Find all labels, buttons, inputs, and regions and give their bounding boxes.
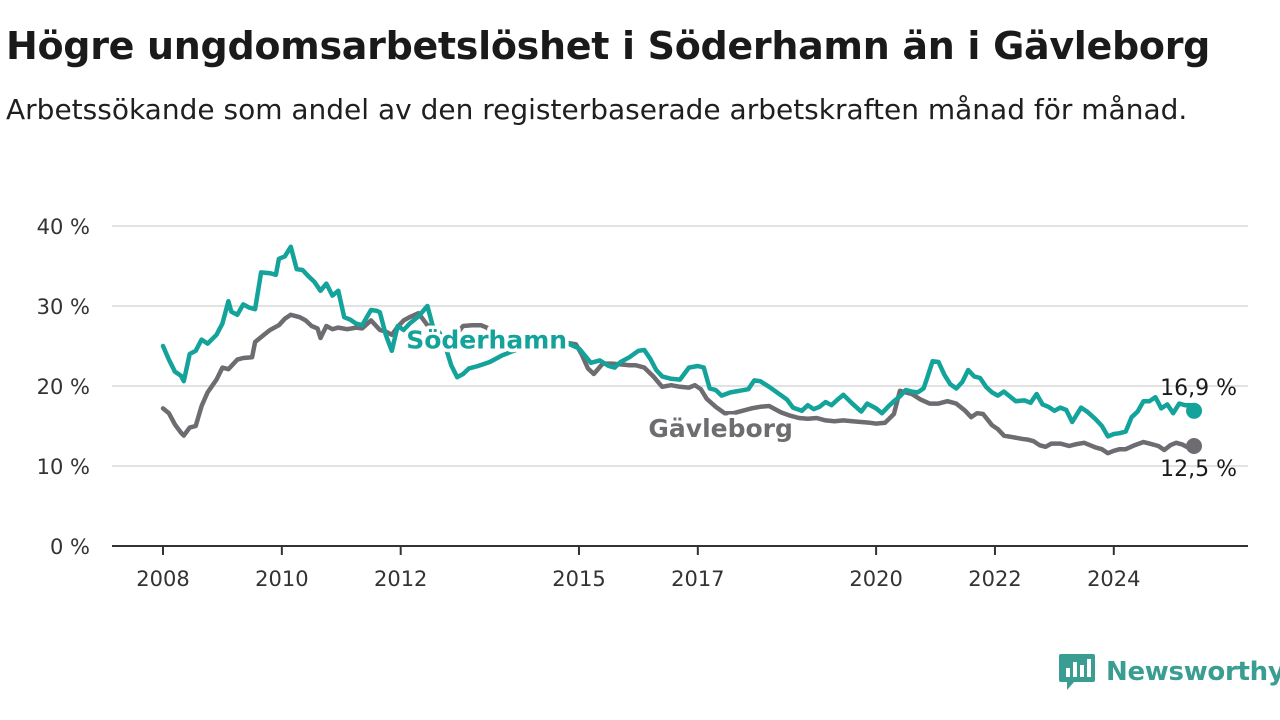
x-tick-label: 2024: [1087, 567, 1140, 591]
series-end-label: 16,9 %: [1160, 376, 1237, 401]
x-tick-label: 2022: [968, 567, 1021, 591]
series-lines: [160, 244, 1203, 456]
bar-chart-speech-bubble-icon: [1059, 654, 1095, 690]
y-tick-label: 40 %: [37, 215, 90, 239]
x-tick-label: 2015: [552, 567, 605, 591]
page-subtitle: Arbetssökande som andel av den registerb…: [6, 93, 1188, 126]
series-annotation-s-derhamn: Söderhamn: [406, 325, 567, 354]
x-tick-label: 2017: [671, 567, 724, 591]
series-annotation-g-vleborg: Gävleborg: [648, 414, 793, 443]
series-end-label: 12,5 %: [1160, 457, 1237, 482]
gridlines: [112, 225, 1248, 467]
series-labels: 12,5 % 16,9 % Söderhamn Gävleborg: [403, 322, 1237, 482]
y-tick-label: 0 %: [50, 535, 90, 559]
axes: 0 % 10 % 20 % 30 % 40 % 2008 2010 2012 2015 2017 2…: [37, 215, 1248, 591]
brand-logo: Newsworthy: [1058, 652, 1280, 692]
x-tick-label: 2010: [255, 567, 308, 591]
series-endpoint-s-derhamn: [1186, 402, 1203, 419]
x-tick-label: 2012: [374, 567, 427, 591]
series-endpoint-g-vleborg: [1186, 438, 1203, 454]
y-tick-label: 10 %: [37, 455, 90, 479]
y-tick-label: 20 %: [37, 375, 90, 399]
brand-name: Newsworthy: [1106, 657, 1280, 687]
x-tick-label: 2008: [136, 567, 189, 591]
x-tick-label: 2020: [849, 567, 902, 591]
series-line-s-derhamn: [160, 244, 1197, 439]
y-tick-label: 30 %: [37, 295, 90, 319]
page-title: Högre ungdomsarbetslöshet i Söderhamn än…: [6, 24, 1211, 68]
series-line-g-vleborg: [160, 310, 1197, 456]
